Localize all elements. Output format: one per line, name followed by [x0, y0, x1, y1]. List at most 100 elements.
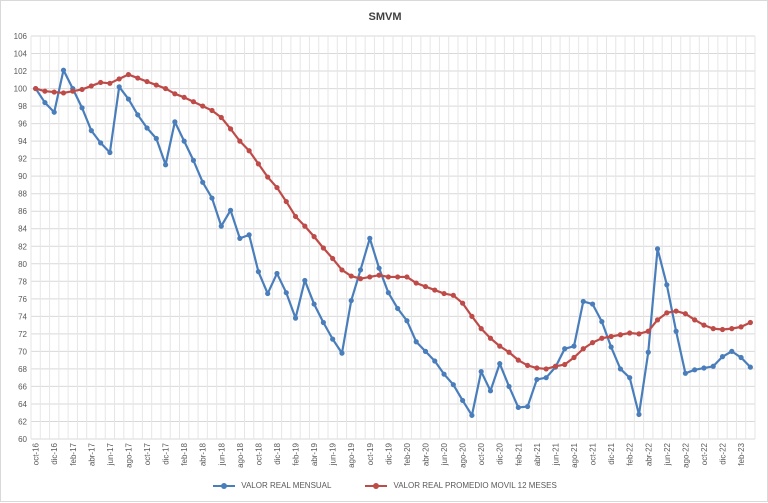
y-tick-label: 102 [14, 67, 28, 76]
data-point-series-2 [265, 174, 271, 180]
data-point-series-2 [320, 245, 326, 251]
x-tick-label: jun-19 [329, 442, 338, 466]
x-tick-label: dic-22 [719, 442, 728, 464]
x-tick-label: dic-21 [607, 442, 616, 464]
data-point-series-2 [385, 274, 391, 280]
data-point-series-1 [627, 375, 633, 381]
data-point-series-1 [265, 290, 271, 297]
data-point-series-1 [339, 350, 345, 356]
data-point-series-1 [274, 270, 280, 277]
x-tick-label: dic-19 [384, 442, 393, 464]
data-point-series-2 [654, 317, 661, 323]
data-point-series-2 [460, 300, 466, 306]
data-point-series-1 [432, 358, 438, 364]
y-tick-label: 74 [18, 312, 27, 321]
chart-legend: VALOR REAL MENSUAL VALOR REAL PROMEDIO M… [1, 481, 768, 490]
data-point-series-2 [562, 361, 568, 368]
data-point-series-2 [135, 75, 141, 81]
legend-item-series-1: VALOR REAL MENSUAL [213, 481, 331, 490]
x-tick-label: jun-22 [663, 442, 672, 466]
data-point-series-1 [135, 112, 141, 118]
data-point-series-2 [283, 198, 289, 205]
data-point-series-2 [692, 317, 698, 323]
data-point-series-1 [181, 138, 187, 144]
data-point-series-2 [627, 330, 633, 336]
data-point-series-2 [172, 91, 178, 97]
data-point-series-1 [645, 349, 651, 355]
x-tick-label: jun-17 [106, 442, 115, 466]
data-point-series-2 [729, 326, 735, 332]
data-point-series-1 [599, 319, 605, 325]
legend-swatch-series-2 [365, 482, 388, 490]
data-point-series-2 [395, 274, 401, 280]
x-tick-label: oct-21 [589, 442, 598, 465]
x-tick-label: dic-16 [50, 442, 59, 464]
data-point-series-1 [227, 207, 234, 213]
data-point-series-2 [580, 346, 586, 352]
data-point-series-1 [367, 235, 373, 241]
data-point-series-1 [79, 105, 85, 111]
data-point-series-1 [654, 246, 661, 252]
data-point-series-1 [580, 298, 586, 305]
y-tick-label: 98 [18, 102, 27, 111]
data-point-series-2 [524, 362, 531, 369]
data-point-series-2 [478, 326, 484, 332]
data-point-series-1 [302, 277, 308, 284]
data-point-series-2 [330, 255, 336, 262]
data-point-series-2 [162, 85, 169, 92]
legend-swatch-series-1 [213, 482, 236, 490]
data-point-series-2 [357, 276, 364, 282]
data-point-series-1 [478, 368, 484, 375]
data-point-series-2 [404, 274, 410, 280]
data-point-series-2 [599, 335, 605, 341]
data-point-series-2 [487, 335, 494, 341]
data-point-series-2 [432, 287, 438, 293]
data-point-series-2 [682, 311, 688, 317]
data-point-series-1 [376, 265, 382, 271]
data-point-series-1 [589, 301, 596, 307]
x-tick-label: feb-19 [292, 442, 301, 465]
y-tick-label: 68 [18, 365, 27, 374]
legend-label-series-1: VALOR REAL MENSUAL [241, 481, 332, 490]
data-point-series-1 [701, 365, 707, 371]
y-tick-label: 94 [18, 137, 27, 146]
x-tick-label: oct-22 [700, 442, 709, 465]
y-tick-label: 106 [14, 32, 28, 41]
data-point-series-1 [460, 397, 466, 404]
data-point-series-1 [88, 128, 94, 134]
legend-label-series-2: VALOR REAL PROMEDIO MOVIL 12 MESES [393, 481, 557, 490]
x-tick-label: jun-21 [551, 442, 560, 466]
data-point-series-2 [237, 138, 243, 144]
x-tick-label: abr-21 [533, 442, 542, 466]
data-point-series-1 [209, 195, 215, 201]
data-point-series-1 [246, 232, 252, 238]
y-tick-label: 84 [18, 225, 27, 234]
y-tick-label: 70 [18, 347, 27, 356]
data-point-series-2 [497, 343, 503, 349]
data-point-series-1 [357, 267, 364, 273]
data-point-series-1 [729, 348, 735, 354]
x-tick-label: oct-19 [366, 442, 375, 465]
data-point-series-1 [51, 109, 57, 115]
data-point-series-2 [190, 99, 197, 105]
data-point-series-2 [88, 83, 94, 89]
data-point-series-1 [469, 412, 475, 418]
x-tick-label: abr-17 [87, 442, 96, 466]
data-point-series-1 [200, 179, 206, 185]
data-point-series-2 [673, 308, 679, 314]
data-point-series-2 [413, 280, 419, 286]
data-point-series-2 [255, 161, 262, 167]
data-point-series-1 [543, 375, 549, 381]
data-point-series-2 [311, 234, 317, 240]
x-tick-label: feb-21 [514, 442, 523, 465]
y-tick-label: 82 [18, 242, 27, 251]
y-tick-label: 66 [18, 382, 27, 391]
data-point-series-1 [450, 382, 456, 388]
y-tick-label: 100 [14, 85, 28, 94]
x-tick-label: ago-18 [236, 442, 245, 467]
data-point-series-2 [376, 272, 382, 278]
data-point-series-2 [70, 88, 76, 94]
data-point-series-1 [42, 99, 48, 106]
data-point-series-2 [645, 328, 651, 334]
